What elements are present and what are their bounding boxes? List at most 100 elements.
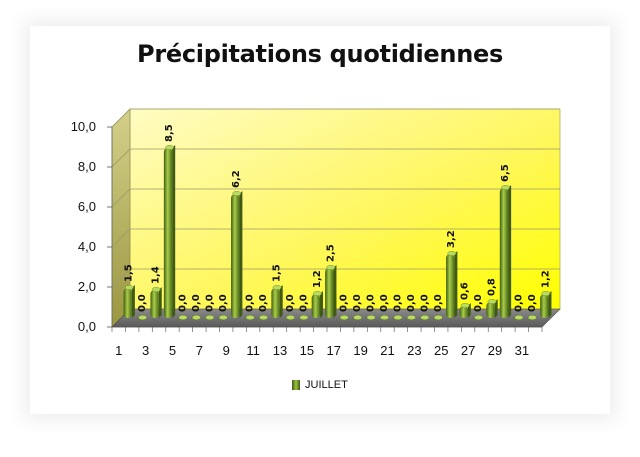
bar-side [508, 185, 512, 318]
bar [271, 288, 280, 318]
bar [150, 290, 159, 318]
legend-swatch-juillet [292, 380, 300, 390]
bar [163, 148, 173, 318]
data-label: 0,0 [258, 294, 269, 312]
y-tick-label: 10,0 [71, 119, 96, 134]
data-label: 0,0 [352, 294, 363, 312]
data-label: 0,0 [339, 294, 350, 312]
bar-top [245, 315, 255, 320]
data-label: 0,0 [204, 294, 215, 312]
bar-top [433, 315, 443, 320]
bar-top [124, 285, 134, 290]
data-label: 1,5 [124, 264, 135, 282]
bar-side [158, 287, 162, 318]
chart-legend: JUILLET [292, 379, 348, 391]
bar-top [165, 145, 174, 150]
data-label: 0,0 [298, 294, 309, 312]
bar-top [205, 315, 215, 320]
bar-top [514, 315, 524, 320]
x-tick-label: 13 [273, 343, 287, 358]
bar-top [447, 251, 457, 256]
data-label: 1,4 [151, 266, 162, 284]
legend-label-juillet: JUILLET [305, 379, 348, 391]
bar-top [501, 185, 510, 190]
bar-top [407, 315, 416, 320]
bar-top [151, 287, 161, 292]
x-tick-label: 27 [461, 343, 475, 358]
bar-top [312, 291, 322, 296]
data-label: 0,0 [513, 294, 524, 312]
x-tick-label: 17 [326, 343, 340, 358]
bar-top [460, 303, 470, 308]
data-label: 3,2 [446, 230, 457, 248]
data-label: 1,2 [540, 270, 551, 288]
gridline [111, 148, 560, 168]
bar-top [393, 315, 403, 320]
data-label: 8,5 [164, 124, 175, 142]
data-label: 0,0 [245, 294, 256, 312]
bar-top [380, 315, 389, 320]
x-tick-label: 3 [142, 343, 149, 358]
gridline [111, 228, 560, 248]
data-label: 0,0 [473, 294, 484, 312]
bar-side [494, 299, 498, 318]
x-tick-label: 5 [169, 343, 176, 358]
bar-top [474, 315, 483, 320]
x-tick-label: 11 [246, 343, 260, 358]
x-tick-label: 15 [300, 343, 314, 358]
data-label: 2,5 [325, 244, 336, 262]
bar-top [299, 315, 309, 320]
x-tick-label: 25 [434, 343, 448, 358]
bar-top [192, 315, 201, 320]
x-tick-label: 21 [380, 343, 394, 358]
x-tick-label: 29 [488, 343, 502, 358]
bar [123, 288, 132, 318]
bar-side [333, 265, 337, 318]
bar-top [138, 315, 148, 320]
bar-side [454, 251, 458, 318]
data-label: 0,0 [285, 294, 296, 312]
bar-top [178, 315, 188, 320]
y-tick-label: 2,0 [78, 279, 96, 294]
data-label: 0,0 [392, 294, 403, 312]
bar [311, 294, 321, 318]
data-label: 0,0 [433, 294, 444, 312]
bar [325, 268, 334, 318]
data-label: 0,0 [366, 294, 377, 312]
data-label: 0,0 [419, 294, 430, 312]
y-tick-label: 8,0 [78, 159, 96, 174]
bar-top [339, 315, 349, 320]
y-tick-label: 6,0 [78, 199, 96, 214]
y-tick-label: 4,0 [78, 239, 96, 254]
bar-side [131, 285, 135, 318]
data-label: 1,2 [312, 270, 323, 288]
x-tick-label: 7 [196, 343, 203, 358]
bar [486, 302, 495, 318]
gridline [111, 268, 560, 288]
chart-title: Précipitations quotidiennes [137, 40, 503, 68]
bar-top [420, 315, 430, 320]
data-label: 1,5 [272, 264, 283, 282]
bar-side [172, 145, 176, 318]
data-label: 0,0 [527, 294, 538, 312]
bar [231, 194, 240, 318]
bar-top [541, 291, 551, 296]
bar-side [279, 285, 283, 318]
x-tick-label: 19 [353, 343, 367, 358]
bar-top [353, 315, 363, 320]
bar [446, 254, 455, 318]
bar-top [232, 191, 242, 196]
data-label: 6,2 [231, 170, 242, 188]
bar-side [320, 291, 324, 318]
x-tick-label: 23 [407, 343, 421, 358]
bar-top [259, 315, 268, 320]
bar-top [272, 285, 282, 290]
data-label: 0,0 [218, 294, 229, 312]
data-label: 0,0 [406, 294, 417, 312]
bar-top [366, 315, 376, 320]
data-label: 0,8 [487, 278, 498, 296]
bar-top [286, 315, 295, 320]
y-tick-label: 0,0 [78, 319, 96, 334]
bar [540, 294, 549, 318]
